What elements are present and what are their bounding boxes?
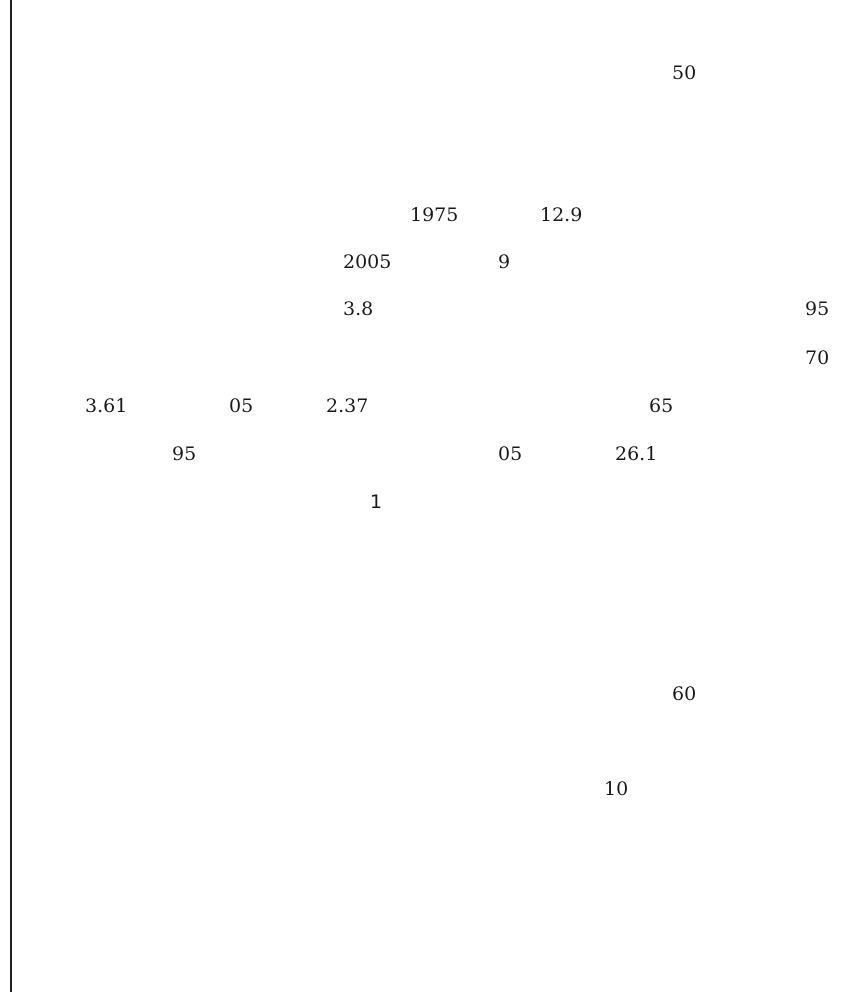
text-26-1: 26.1: [615, 443, 658, 465]
text-05-first: 05: [229, 395, 254, 417]
text-9: 9: [498, 251, 511, 273]
text-2005: 2005: [343, 251, 392, 273]
text-2-37: 2.37: [326, 395, 369, 417]
text-3-61: 3.61: [85, 395, 128, 417]
text-70: 70: [805, 347, 830, 369]
text-95-left: 95: [172, 443, 197, 465]
text-10: 10: [604, 778, 629, 800]
page-number: 1: [370, 491, 383, 513]
left-margin-rule: [10, 0, 12, 992]
text-95-right: 95: [805, 298, 830, 320]
text-60: 60: [672, 683, 697, 705]
text-1975: 1975: [410, 204, 459, 226]
text-12-9: 12.9: [540, 204, 583, 226]
text-05-second: 05: [498, 443, 523, 465]
text-65: 65: [649, 395, 674, 417]
text-50: 50: [672, 62, 697, 84]
text-3-8: 3.8: [343, 298, 374, 320]
